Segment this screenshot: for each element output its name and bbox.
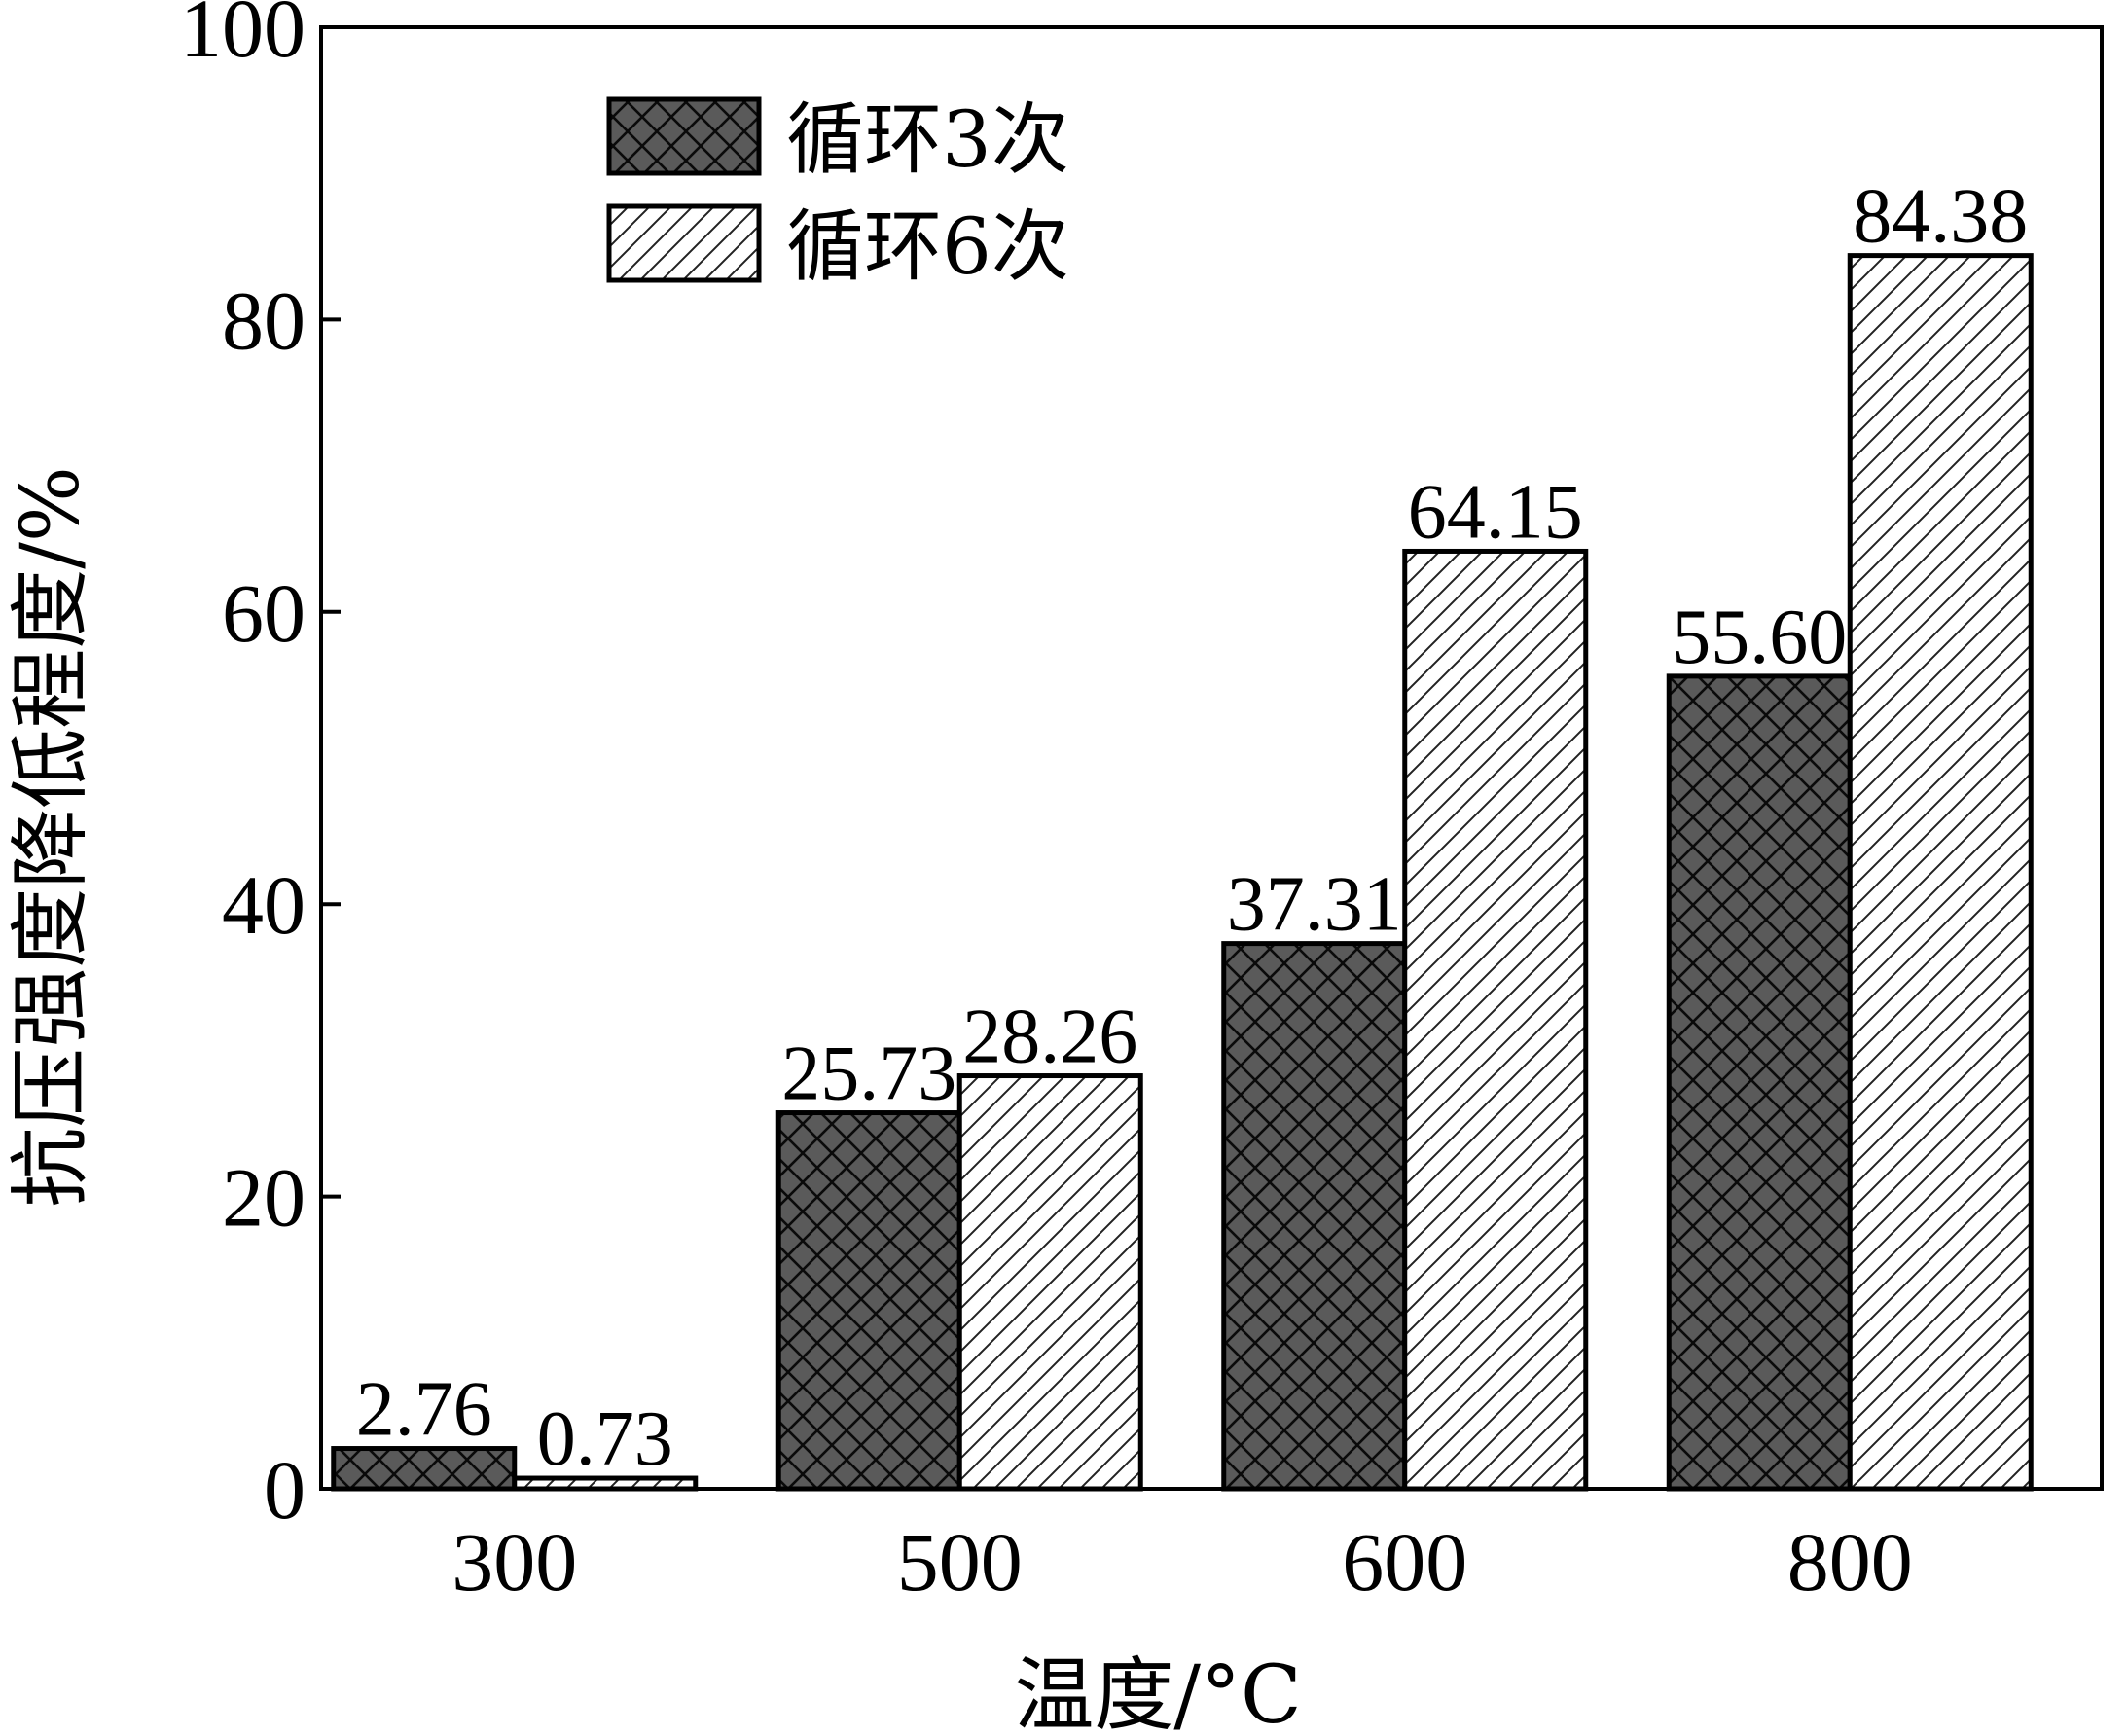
data-label-series-2-300: 0.73 [537, 1396, 673, 1482]
data-label-series-1-300: 2.76 [356, 1367, 492, 1453]
bar-series-2-500 [956, 1073, 1143, 1492]
y-tick-label: 60 [222, 566, 306, 660]
legend: 循环3次 循环6次 [606, 94, 1069, 292]
y-tick-label: 20 [222, 1151, 306, 1245]
x-axis: 300 500 600 800 [451, 1515, 1913, 1609]
x-tick-label: 600 [1342, 1515, 1467, 1609]
y-tick-label: 80 [222, 273, 306, 367]
plot-area [319, 25, 2104, 1491]
y-tick-label: 100 [180, 0, 306, 75]
bars [331, 253, 2034, 1492]
x-tick-label: 300 [451, 1515, 577, 1609]
bar-series-1-500 [775, 1110, 962, 1492]
data-label-series-1-800: 55.60 [1672, 595, 1847, 680]
x-tick-label: 800 [1787, 1515, 1913, 1609]
bar-series-2-300 [512, 1475, 699, 1492]
plot-frame [319, 25, 2104, 1491]
bar-series-2-600 [1402, 548, 1589, 1492]
data-label-series-2-500: 28.26 [962, 995, 1137, 1080]
legend-label-series-1: 循环3次 [786, 94, 1069, 185]
y-axis-title: 抗压强度降低程度/% [5, 466, 97, 1208]
data-label-series-2-600: 64.15 [1408, 469, 1583, 555]
y-axis: 0 20 40 60 80 100 [180, 0, 341, 1537]
legend-label-series-2: 循环6次 [786, 201, 1069, 292]
x-axis-title: 温度/°C [1014, 1649, 1301, 1736]
legend-swatch-series-2 [606, 203, 762, 283]
y-tick-label: 40 [222, 858, 306, 952]
bar-series-1-600 [1221, 941, 1408, 1492]
data-labels: 2.76 0.73 25.73 28.26 37.31 64.15 55.60 84.38 [356, 174, 2029, 1482]
legend-swatch-series-1 [606, 96, 762, 176]
bar-series-1-800 [1666, 673, 1853, 1492]
bar-series-1-300 [331, 1446, 518, 1492]
y-tick-label: 0 [264, 1443, 306, 1537]
x-tick-label: 500 [897, 1515, 1023, 1609]
data-label-series-2-800: 84.38 [1853, 174, 2028, 260]
data-label-series-1-500: 25.73 [781, 1031, 956, 1117]
bar-series-2-800 [1847, 253, 2034, 1492]
data-label-series-1-600: 37.31 [1227, 862, 1402, 948]
